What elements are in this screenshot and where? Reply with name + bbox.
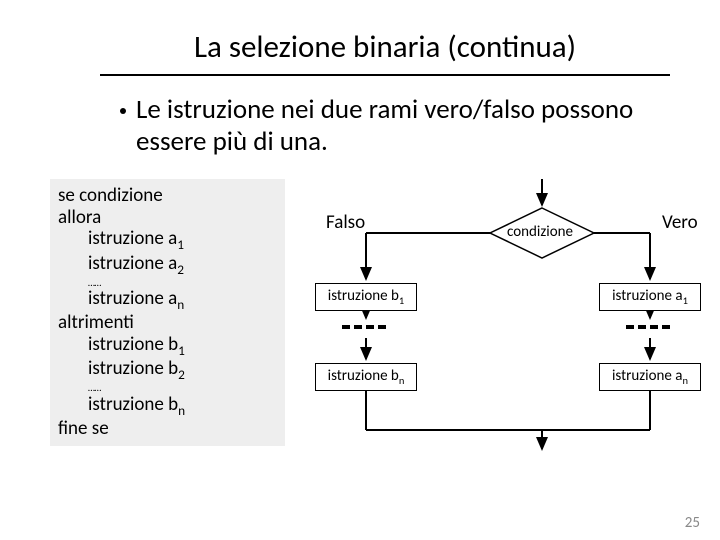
pc-line: allora [58,207,275,229]
title-divider [100,74,670,76]
pseudocode-block: se condizione allora istruzione a1 istru… [50,179,285,446]
page-number: 25 [685,514,700,532]
pc-line: istruzione bn [58,394,275,418]
pc-line: fine se [58,418,275,440]
box-bn: istruzione bn [315,363,417,391]
false-label: Falso [326,211,365,234]
box-b1: istruzione b1 [315,283,417,311]
bullet-dot-icon [120,108,126,114]
bullet-text: Le istruzione nei due rami vero/falso po… [136,94,640,159]
pc-line: istruzione a2 [58,253,275,277]
true-label: Vero [662,211,698,234]
box-a1: istruzione a1 [599,283,701,311]
slide-title: La selezione binaria (continua) [100,28,670,66]
pc-line: istruzione b2 [58,358,275,382]
bullet-row: Le istruzione nei due rami vero/falso po… [120,94,640,159]
condition-label: condizione [507,223,573,241]
pc-line: istruzione b1 [58,334,275,358]
flowchart-svg [310,175,710,455]
flowchart: Falso Vero condizione istruzione b1 istr… [310,175,710,455]
pc-line: altrimenti [58,312,275,334]
pc-line: istruzione a1 [58,228,275,252]
box-an: istruzione an [599,363,701,391]
pc-line: istruzione an [58,288,275,312]
pc-line: se condizione [58,185,275,207]
